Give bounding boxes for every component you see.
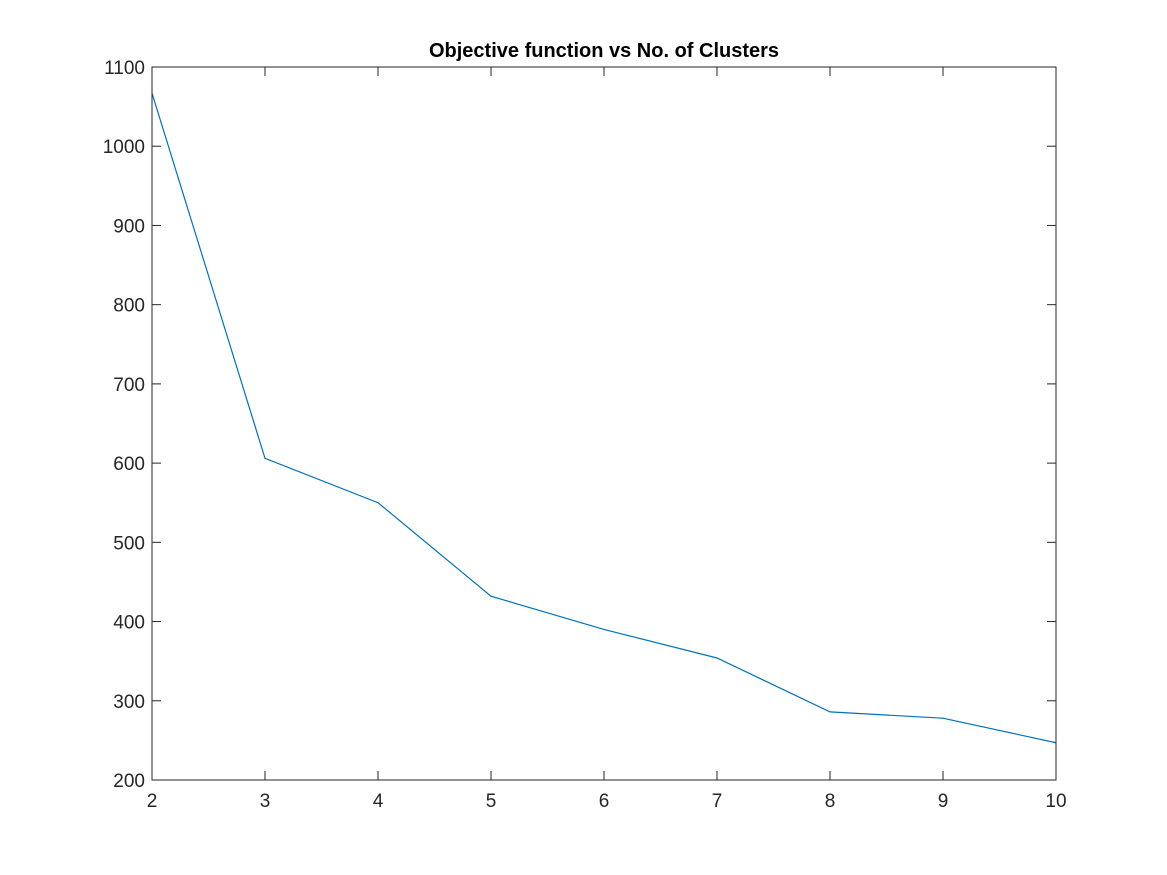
x-tick-label: 5 [486,791,497,812]
y-tick-label: 400 [113,613,145,634]
y-tick-label: 1000 [103,137,145,158]
data-point [264,457,266,459]
y-axis: 200 300 400 500 600 700 800 900 1000 1100 [103,58,1056,792]
x-tick-label: 3 [260,791,271,812]
data-point [829,711,831,713]
y-tick-label: 300 [113,692,145,713]
plot-area-frame [151,66,1057,781]
x-tick-label: 8 [825,791,836,812]
data-point [490,595,492,597]
x-tick-label: 2 [147,791,158,812]
y-tick-label: 700 [113,375,145,396]
y-tick-label: 200 [113,771,145,792]
chart-title: Objective function vs No. of Clusters [429,40,779,62]
data-point [942,717,944,719]
data-point [716,657,718,659]
y-tick-label: 1100 [104,58,145,79]
y-tick-label: 600 [113,454,145,475]
y-tick-label: 900 [113,216,145,237]
x-tick-label: 7 [712,791,723,812]
x-tick-label: 9 [938,791,949,812]
y-tick-label: 500 [113,533,145,554]
x-tick-label: 6 [599,791,610,812]
x-tick-label: 4 [373,791,384,812]
x-tick-label: 10 [1045,791,1066,812]
data-point [603,628,605,631]
data-point [377,502,379,504]
y-tick-label: 800 [113,296,145,317]
